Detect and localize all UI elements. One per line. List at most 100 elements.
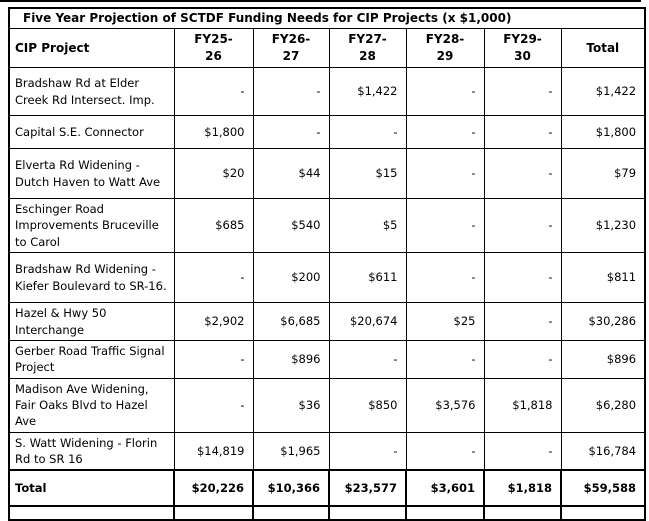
value-cell: $25 <box>405 302 485 342</box>
value-cell: $1,818 <box>483 469 562 508</box>
value-cell: $1,422 <box>328 67 407 117</box>
value-cell: $200 <box>252 252 330 304</box>
value-cell: - <box>483 115 562 150</box>
value-cell <box>483 505 562 521</box>
value-cell: $23,577 <box>328 469 407 508</box>
value-cell: $36 <box>252 377 330 433</box>
value-cell <box>559 505 646 521</box>
column-header-fy-5: FY29- 30 <box>483 28 562 69</box>
value-cell: - <box>483 252 562 304</box>
top-horizontal-rule <box>0 0 641 2</box>
value-cell: - <box>483 431 562 471</box>
column-header-fy-1: FY25- 26 <box>173 28 254 69</box>
value-cell: $16,784 <box>560 431 646 471</box>
project-name-cell <box>8 505 175 521</box>
value-cell: $1,818 <box>483 377 562 433</box>
value-cell: $59,588 <box>559 469 646 508</box>
project-name-cell: Elverta Rd Widening - Dutch Haven to Wat… <box>8 148 175 200</box>
column-header-fy-4: FY28- 29 <box>405 28 485 69</box>
value-cell: - <box>483 148 562 200</box>
value-cell: - <box>328 115 407 150</box>
value-cell: $1,800 <box>173 115 254 150</box>
value-cell: $3,576 <box>405 377 485 433</box>
project-name-cell: S. Watt Widening - Florin Rd to SR 16 <box>8 431 175 471</box>
value-cell: $5 <box>328 198 407 254</box>
value-cell: $30,286 <box>560 302 646 342</box>
table-row: Gerber Road Traffic Signal Project - $896-… <box>8 340 646 379</box>
value-cell: $15 <box>328 148 407 200</box>
value-cell: $611 <box>328 252 407 304</box>
value-cell: $811 <box>560 252 646 304</box>
project-name-cell: Madison Ave Widening, Fair Oaks Blvd to … <box>8 377 175 433</box>
value-cell: - <box>328 431 407 471</box>
value-cell: $10,366 <box>252 469 330 508</box>
table-row: Bradshaw Rd at Elder Creek Rd Intersect.… <box>8 67 646 117</box>
value-cell <box>405 505 485 521</box>
value-cell: $20,226 <box>173 469 254 508</box>
table-row: Capital S.E. Connector $1,800- - - - $1,800 <box>8 115 646 150</box>
column-header-fy-2: FY26- 27 <box>252 28 330 69</box>
value-cell: - <box>483 302 562 342</box>
value-cell: $1,230 <box>560 198 646 254</box>
value-cell: - <box>483 67 562 117</box>
value-cell: - <box>252 115 330 150</box>
project-name-cell: Bradshaw Rd at Elder Creek Rd Intersect.… <box>8 67 175 117</box>
value-cell: - <box>252 67 330 117</box>
value-cell: - <box>405 115 485 150</box>
value-cell: - <box>405 148 485 200</box>
table-title: Five Year Projection of SCTDF Funding Ne… <box>8 7 646 30</box>
table-row: S. Watt Widening - Florin Rd to SR 16 $14… <box>8 431 646 471</box>
value-cell: $896 <box>560 340 646 379</box>
value-cell: $79 <box>560 148 646 200</box>
project-name-cell: Eschinger Road Improvements Bruceville t… <box>8 198 175 254</box>
value-cell <box>252 505 330 521</box>
project-name-cell: Gerber Road Traffic Signal Project <box>8 340 175 379</box>
value-cell: $850 <box>328 377 407 433</box>
value-cell <box>173 505 254 521</box>
table-title-row: Five Year Projection of SCTDF Funding Ne… <box>8 7 646 30</box>
total-label-cell: Total <box>8 469 175 508</box>
value-cell: $20,674 <box>328 302 407 342</box>
value-cell: - <box>405 252 485 304</box>
value-cell: $6,685 <box>252 302 330 342</box>
value-cell: $20 <box>173 148 254 200</box>
table-header-row: CIP Project FY25- 26 FY26- 27 FY27- 28 FY28-… <box>8 28 646 69</box>
value-cell: $44 <box>252 148 330 200</box>
project-name-cell: Capital S.E. Connector <box>8 115 175 150</box>
value-cell: $1,422 <box>560 67 646 117</box>
value-cell: $6,280 <box>560 377 646 433</box>
table-row: Hazel & Hwy 50 Interchange $2,902 $6,685 $2… <box>8 302 646 342</box>
column-header-total: Total <box>560 28 646 69</box>
value-cell: - <box>173 67 254 117</box>
project-name-cell: Bradshaw Rd Widening - Kiefer Boulevard … <box>8 252 175 304</box>
value-cell: - <box>328 340 407 379</box>
value-cell: - <box>173 252 254 304</box>
table-row: Elverta Rd Widening - Dutch Haven to Wat… <box>8 148 646 200</box>
funding-projection-table: Five Year Projection of SCTDF Funding Ne… <box>8 7 647 521</box>
value-cell: $540 <box>252 198 330 254</box>
value-cell: - <box>173 377 254 433</box>
column-header-cip-project: CIP Project <box>8 28 175 69</box>
value-cell: $14,819 <box>173 431 254 471</box>
table-row: Eschinger Road Improvements Bruceville t… <box>8 198 646 254</box>
value-cell: - <box>405 340 485 379</box>
value-cell: $1,965 <box>252 431 330 471</box>
value-cell: - <box>483 198 562 254</box>
table-row: Madison Ave Widening, Fair Oaks Blvd to … <box>8 377 646 433</box>
column-header-fy-3: FY27- 28 <box>328 28 407 69</box>
value-cell: - <box>405 198 485 254</box>
value-cell <box>328 505 407 521</box>
value-cell: $685 <box>173 198 254 254</box>
project-name-cell: Hazel & Hwy 50 Interchange <box>8 302 175 342</box>
value-cell: $1,800 <box>560 115 646 150</box>
total-row: Total $20,226 $10,366 $23,577 $3,601 $1,818 $5… <box>8 469 646 508</box>
value-cell: - <box>405 431 485 471</box>
value-cell: - <box>173 340 254 379</box>
blank-row <box>8 505 646 521</box>
value-cell: $3,601 <box>405 469 485 508</box>
value-cell: $2,902 <box>173 302 254 342</box>
value-cell: - <box>483 340 562 379</box>
table-row: Bradshaw Rd Widening - Kiefer Boulevard … <box>8 252 646 304</box>
value-cell: - <box>405 67 485 117</box>
